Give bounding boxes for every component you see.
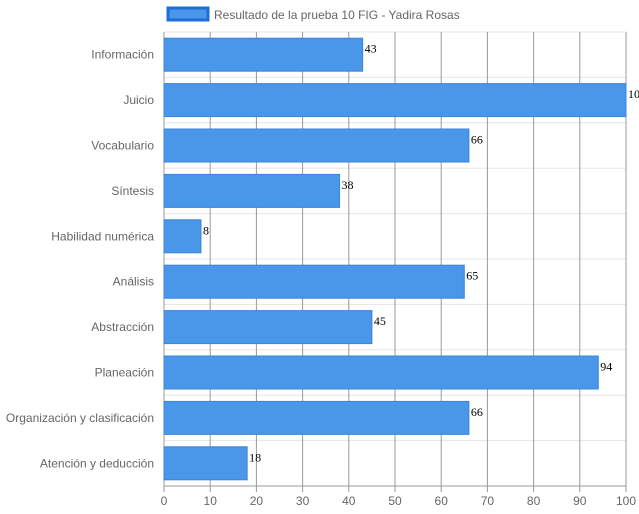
data-label: 38 [342,178,354,192]
bar[interactable] [163,83,627,118]
category-label: Información [91,48,154,62]
data-label: 66 [471,133,483,147]
category-label: Abstracción [91,320,154,334]
category-label: Planeación [95,366,154,380]
category-label: Organización y clasificación [6,411,154,425]
bar[interactable] [163,264,465,299]
category-label: Atención y deducción [40,456,154,470]
tick-label: 50 [388,494,402,508]
category-label: Vocabulario [91,139,154,153]
x-axis-labels: 0 10 20 30 40 50 60 70 80 90 100 [161,494,637,508]
bar[interactable] [163,355,599,390]
tick-label: 60 [435,494,449,508]
data-label: 8 [203,223,209,237]
tick-label: 80 [527,494,541,508]
data-label: 43 [365,42,377,56]
data-label: 45 [374,314,386,328]
category-label: Análisis [113,275,154,289]
bar[interactable] [163,37,364,72]
bars [163,37,627,481]
legend[interactable]: Resultado de la prueba 10 FIG - Yadira R… [166,6,460,22]
data-labels: 43 100 66 38 8 65 45 94 66 18 [203,42,639,465]
bar[interactable] [163,128,470,163]
category-label: Juicio [123,93,154,107]
tick-label: 100 [616,494,636,508]
bar[interactable] [163,173,341,208]
tick-label: 30 [296,494,310,508]
legend-swatch[interactable] [166,6,210,22]
data-label: 66 [471,405,483,419]
category-label: Habilidad numérica [51,229,154,243]
data-label: 100 [628,87,639,101]
tick-label: 0 [161,494,168,508]
y-axis-labels: Información Juicio Vocabulario Síntesis Habi… [6,48,154,471]
category-label: Síntesis [111,184,154,198]
legend-label[interactable]: Resultado de la prueba 10 FIG - Yadira R… [214,8,460,22]
data-label: 65 [466,269,478,283]
bar[interactable] [163,219,202,254]
tick-label: 40 [342,494,356,508]
data-label: 18 [249,450,261,464]
tick-label: 90 [573,494,587,508]
tick-label: 10 [204,494,218,508]
data-label: 94 [600,360,612,374]
bar[interactable] [163,446,248,481]
tick-label: 20 [250,494,264,508]
tick-label: 70 [481,494,495,508]
bar[interactable] [163,400,470,435]
bar[interactable] [163,310,373,345]
